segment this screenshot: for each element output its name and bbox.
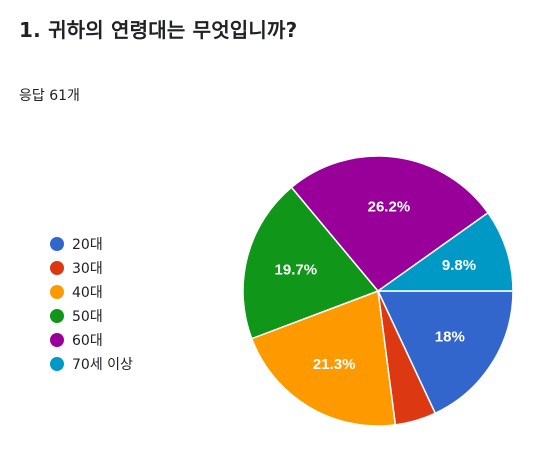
pie-slice — [375, 211, 514, 292]
legend-swatch — [50, 285, 64, 299]
slice-percent-label: 9.8% — [442, 257, 476, 274]
legend-label: 50대 — [72, 309, 103, 325]
legend-swatch — [50, 237, 64, 251]
legend-item: 70세 이상 — [50, 352, 133, 376]
pie-slice — [290, 155, 490, 293]
legend-label: 70세 이상 — [72, 357, 133, 373]
legend-label: 60대 — [72, 333, 103, 349]
slice-percent-label: 19.7% — [275, 261, 318, 278]
legend-label: 30대 — [72, 261, 103, 277]
slice-percent-label: 21.3% — [313, 356, 356, 373]
pie-slice — [250, 289, 397, 427]
legend-item: 40대 — [50, 280, 133, 304]
slice-percent-label: 18% — [435, 329, 465, 346]
legend-label: 40대 — [72, 285, 103, 301]
response-count: 응답 61개 — [19, 88, 80, 104]
slice-percent-label: 26.2% — [368, 199, 411, 216]
question-title: 1. 귀하의 연령대는 무엇입니까? — [19, 18, 298, 42]
legend-swatch — [50, 309, 64, 323]
legend-item: 20대 — [50, 232, 133, 256]
legend-label: 20대 — [72, 237, 103, 253]
legend-swatch — [50, 333, 64, 347]
pie-slice — [376, 290, 514, 415]
legend-item: 30대 — [50, 256, 133, 280]
chart-legend: 20대 30대 40대 50대 60대 70세 이상 — [50, 232, 133, 376]
legend-swatch — [50, 357, 64, 371]
legend-item: 50대 — [50, 304, 133, 328]
legend-swatch — [50, 261, 64, 275]
legend-item: 60대 — [50, 328, 133, 352]
pie-slice — [242, 186, 380, 340]
